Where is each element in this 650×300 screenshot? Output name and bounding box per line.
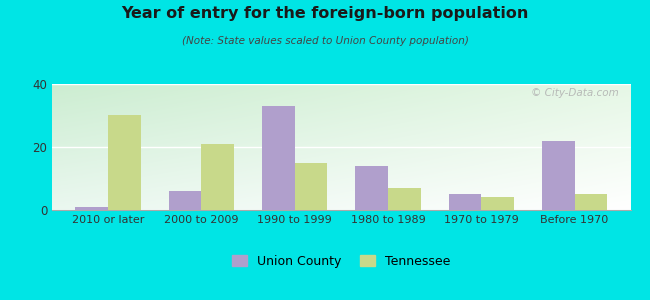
Text: Year of entry for the foreign-born population: Year of entry for the foreign-born popul… [122,6,528,21]
Bar [108,116,140,210]
Bar [388,188,421,210]
Bar [294,163,327,210]
Bar [202,144,234,210]
Bar [575,194,607,210]
Text: © City-Data.com: © City-Data.com [531,88,619,98]
Bar [75,207,108,210]
Bar [481,197,514,210]
Bar [448,194,481,210]
Bar [262,106,294,210]
Legend: Union County, Tennessee: Union County, Tennessee [227,250,456,273]
Bar [356,166,388,210]
Bar [542,141,575,210]
Bar [168,191,202,210]
Text: (Note: State values scaled to Union County population): (Note: State values scaled to Union Coun… [181,36,469,46]
